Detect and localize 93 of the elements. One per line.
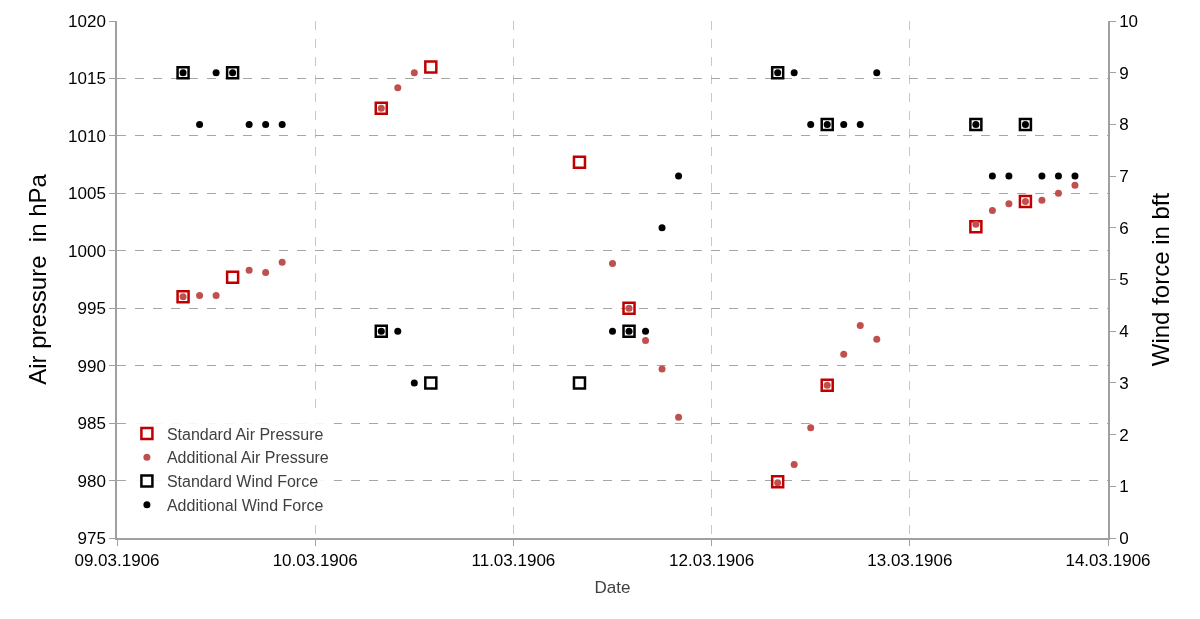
point [225, 270, 240, 284]
point [572, 155, 587, 170]
point [790, 460, 798, 468]
y2-tick-label: 5 [1119, 270, 1129, 290]
point [572, 376, 587, 390]
point [770, 474, 785, 489]
point [1054, 172, 1062, 180]
legend-label: Standard Wind Force [166, 473, 319, 491]
point [1018, 117, 1033, 132]
point [245, 266, 253, 274]
point [374, 324, 389, 338]
point [675, 172, 683, 180]
point [969, 117, 983, 132]
point [856, 321, 864, 329]
point [820, 117, 834, 132]
point [212, 69, 220, 77]
y2-tick-label: 2 [1119, 425, 1129, 445]
point [1038, 196, 1046, 204]
point [658, 365, 666, 373]
x-axis-title: Date [594, 578, 631, 598]
point [1054, 189, 1062, 197]
y2-tick-label: 7 [1119, 167, 1129, 187]
point [424, 376, 438, 390]
y2-tick-label: 3 [1119, 373, 1129, 393]
point [196, 292, 204, 300]
y2-tick-label: 6 [1119, 218, 1129, 238]
y2-tick-label: 9 [1119, 63, 1129, 83]
y2-tick-label: 10 [1119, 11, 1139, 31]
point [1038, 172, 1046, 180]
point [873, 69, 881, 77]
point [212, 292, 220, 300]
point [770, 65, 785, 80]
point [1071, 181, 1079, 189]
legend-label: Standard Air Pressure [166, 425, 324, 443]
y-tick-label: 975 [77, 528, 106, 548]
y-tick-label: 1005 [68, 184, 106, 204]
point [410, 69, 418, 77]
point [196, 120, 204, 128]
y-tick-label: 995 [77, 299, 106, 319]
point [642, 336, 650, 344]
legend-label: Additional Wind Force [166, 497, 324, 515]
y-tick-label: 1020 [68, 11, 106, 31]
point [424, 60, 438, 74]
y2-tick-label: 1 [1119, 477, 1129, 497]
y2-tick-label: 4 [1119, 322, 1129, 342]
point [262, 120, 270, 128]
x-tick-label: 13.03.1906 [867, 551, 953, 571]
point [609, 259, 616, 267]
point [790, 69, 798, 77]
y-tick-label: 1015 [68, 69, 106, 89]
point [988, 172, 996, 180]
y-tick-label: 980 [77, 471, 106, 491]
point [856, 120, 864, 128]
point [988, 207, 996, 215]
legend-label: Additional Air Pressure [166, 449, 329, 467]
point [394, 327, 402, 335]
x-tick-label: 09.03.1906 [74, 551, 160, 571]
point [873, 335, 881, 343]
point [278, 258, 286, 266]
y2-tick-label: 8 [1119, 115, 1129, 135]
point [807, 424, 815, 432]
point [278, 120, 286, 128]
point [1071, 172, 1079, 180]
point [840, 120, 848, 128]
y2-axis-title: Wind force in bft [1146, 192, 1174, 367]
y-tick-label: 990 [77, 356, 106, 376]
point [840, 350, 848, 358]
point [807, 120, 815, 128]
x-tick-label: 11.03.1906 [471, 551, 556, 571]
x-tick-label: 12.03.1906 [669, 551, 755, 571]
point [394, 84, 402, 92]
y2-tick-label: 0 [1119, 528, 1129, 548]
point [176, 289, 190, 304]
point [1018, 194, 1033, 209]
y-tick-label: 985 [77, 414, 106, 434]
point [675, 413, 683, 421]
point [609, 327, 616, 335]
point [176, 65, 190, 80]
point [374, 101, 389, 116]
point [1005, 172, 1013, 180]
point [262, 269, 270, 277]
point [658, 224, 666, 232]
point [1005, 200, 1013, 208]
y-tick-label: 1000 [68, 241, 106, 261]
point [245, 120, 253, 128]
point [642, 327, 650, 335]
point [225, 65, 240, 80]
point [410, 379, 418, 387]
y-tick-label: 1010 [68, 126, 106, 146]
x-tick-label: 14.03.1906 [1065, 551, 1151, 571]
y-axis-title: Air pressure in hPa [23, 173, 51, 385]
x-tick-label: 10.03.1906 [272, 551, 358, 571]
point [969, 219, 983, 234]
